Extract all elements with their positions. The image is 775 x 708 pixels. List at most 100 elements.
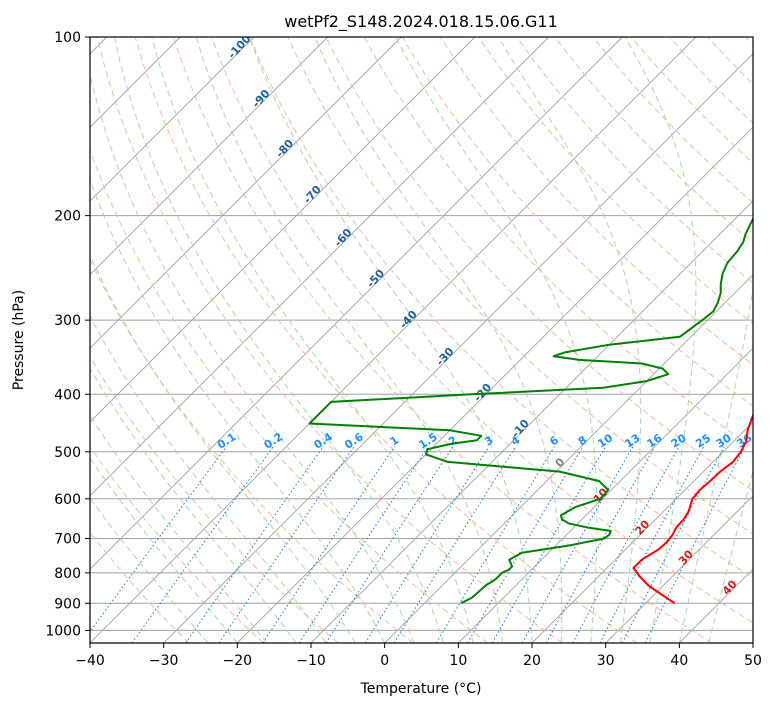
x-axis: −40 −30 −20 −10 0 10 20 30 40 50 xyxy=(75,643,762,669)
isotherm-line xyxy=(90,37,623,570)
isotherm-line xyxy=(236,126,753,643)
mixing-ratio-line xyxy=(218,446,355,643)
x-tick-label: 20 xyxy=(523,653,541,669)
isotherm-label: -90 xyxy=(250,87,273,111)
isotherm-label: -40 xyxy=(397,308,420,332)
y-tick-label: 1000 xyxy=(45,623,81,639)
isotherm-line xyxy=(90,37,697,643)
isotherm-label: 20 xyxy=(632,517,652,537)
dry-adiabat-line xyxy=(90,355,339,643)
y-tick-label: 200 xyxy=(54,209,81,225)
mixing-ratio-label: 13 xyxy=(623,431,643,450)
x-tick-label: 30 xyxy=(597,653,615,669)
mixing-ratio-line xyxy=(298,446,429,643)
mixing-ratio-line xyxy=(131,446,274,643)
x-axis-label: Temperature (°C) xyxy=(360,681,482,697)
mixing-ratio-label: 1 xyxy=(388,433,402,448)
moist-adiabat-line xyxy=(90,72,415,643)
isotherm-label: -100 xyxy=(225,32,253,61)
y-tick-label: 800 xyxy=(54,566,81,582)
dry-adiabat-line xyxy=(707,37,753,85)
mixing-ratio-label: 16 xyxy=(645,431,665,450)
dry-adiabat-line xyxy=(134,37,638,643)
moist-adiabat-line xyxy=(90,315,327,643)
isotherm-line xyxy=(310,200,753,643)
chart-title: wetPf2_S148.2024.018.15.06.G11 xyxy=(284,12,558,32)
isotherm-line xyxy=(90,37,329,276)
dry-adiabat-line xyxy=(439,37,753,366)
moist-adiabat-line xyxy=(395,37,598,643)
x-tick-label: −20 xyxy=(223,653,253,669)
isotherm-line xyxy=(457,347,753,643)
isotherm-line xyxy=(90,37,402,349)
moist-adiabat-line xyxy=(678,286,753,643)
mixing-ratio-label: 10 xyxy=(595,431,615,450)
y-tick-label: 500 xyxy=(54,445,81,461)
moist-adiabat-line xyxy=(151,37,474,643)
dry-adiabat-line xyxy=(90,445,264,643)
moist-adiabat-line xyxy=(314,37,563,643)
moist-adiabat-line xyxy=(708,469,753,643)
y-tick-label: 700 xyxy=(54,532,81,548)
dry-adiabat-line xyxy=(516,37,753,284)
isotherm-label: -70 xyxy=(301,183,324,207)
dry-adiabat-line xyxy=(90,531,190,643)
y-tick-label: 900 xyxy=(54,596,81,612)
mixing-ratio-label: 36 xyxy=(734,431,754,450)
mixing-ratio-label: 30 xyxy=(714,431,734,450)
x-tick-label: −10 xyxy=(296,653,326,669)
dry-adiabat-line xyxy=(249,37,753,579)
dry-adiabat-line xyxy=(90,148,488,643)
isotherm-label: -80 xyxy=(273,137,296,161)
isotherm-line xyxy=(90,37,476,423)
moist-adiabat-line xyxy=(90,457,238,643)
isotherm-label: 40 xyxy=(720,577,740,597)
x-tick-label: −40 xyxy=(75,653,105,669)
y-axis-label: Pressure (hPa) xyxy=(11,290,27,390)
mixing-ratio-label: 0.1 xyxy=(215,430,238,452)
isotherm-label: -60 xyxy=(332,226,355,250)
mixing-ratio-line xyxy=(325,446,454,643)
dry-adiabat-line xyxy=(287,37,753,535)
mixing-ratio-label: 0.6 xyxy=(342,430,366,452)
moist-adiabat-line xyxy=(248,37,533,643)
temperature-profile-line xyxy=(632,412,753,605)
mixing-ratio-line xyxy=(621,446,725,643)
mixing-ratio-line xyxy=(435,446,555,643)
isotherm-label: -50 xyxy=(364,267,387,291)
isotherm-line xyxy=(605,495,753,643)
mixing-ratio-label: 2 xyxy=(446,433,460,448)
mixing-ratio-line xyxy=(185,446,324,643)
plot-frame xyxy=(89,36,754,644)
mixing-ratio-line xyxy=(467,446,584,643)
x-tick-label: −30 xyxy=(149,653,179,669)
moist-adiabat-line xyxy=(90,178,386,643)
isotherm-label: -30 xyxy=(434,345,457,369)
mixing-ratio-label: 20 xyxy=(669,431,689,450)
x-tick-label: 50 xyxy=(744,653,762,669)
mixing-ratio-line xyxy=(262,446,396,643)
isotherm-label: 0 xyxy=(553,455,568,470)
mixing-ratio-label: 3 xyxy=(482,433,496,448)
isotherm-line xyxy=(384,274,753,643)
x-tick-label: 10 xyxy=(449,653,467,669)
mixing-ratio-label: 25 xyxy=(693,431,713,450)
isotherm-line xyxy=(163,53,753,643)
x-tick-label: 40 xyxy=(670,653,688,669)
y-tick-label: 600 xyxy=(54,492,81,508)
moist-adiabat-line xyxy=(90,253,356,643)
mixing-ratio-line xyxy=(545,446,656,643)
mixing-ratio-line xyxy=(90,446,227,633)
dewpoint-profile-line xyxy=(308,216,753,605)
moist-adiabat-line xyxy=(90,367,297,643)
isotherm-line xyxy=(752,642,753,643)
mixing-ratio-line xyxy=(644,446,746,643)
dry-adiabat-line xyxy=(554,37,753,244)
isotherm-label: 30 xyxy=(676,547,696,567)
moist-adiabat-line xyxy=(90,497,209,643)
moist-adiabat-line xyxy=(90,414,268,643)
moist-adiabat-line xyxy=(195,37,503,643)
isotherm-line xyxy=(678,568,753,643)
dry-adiabat-line xyxy=(211,37,753,624)
